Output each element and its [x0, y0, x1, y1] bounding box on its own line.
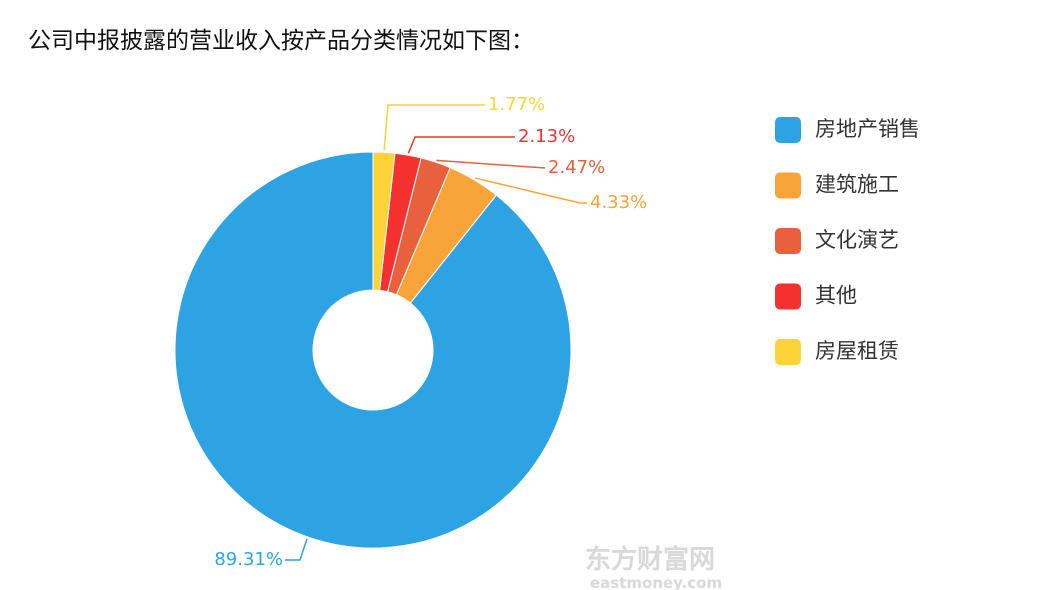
chart-title: 公司中报披露的营业收入按产品分类情况如下图： — [28, 28, 534, 54]
leader-line — [436, 159, 546, 169]
leader-line — [383, 104, 485, 151]
legend-swatch — [775, 228, 801, 254]
data-label: 89.31% — [214, 549, 283, 570]
donut-slice — [372, 151, 396, 291]
data-label: 1.77% — [488, 94, 545, 115]
watermark-sub: eastmoney.com — [590, 574, 722, 590]
legend-label: 房屋租赁 — [815, 339, 899, 363]
legend-label: 文化演艺 — [815, 228, 899, 252]
legend-label: 其他 — [815, 284, 857, 308]
leader-line — [407, 136, 515, 154]
data-label: 2.47% — [548, 157, 605, 178]
legend-swatch — [775, 339, 801, 365]
watermark: 东方财富网 — [585, 544, 715, 575]
legend-swatch — [775, 172, 801, 199]
data-label: 2.13% — [518, 126, 575, 147]
legend-label: 房地产销售 — [815, 117, 920, 141]
legend-swatch — [775, 283, 801, 310]
legend-swatch — [775, 117, 801, 143]
data-label: 4.33% — [590, 192, 647, 213]
leader-line — [285, 538, 308, 561]
leader-line — [475, 177, 587, 204]
donut-slice — [174, 151, 572, 549]
legend-label: 建筑施工 — [815, 173, 899, 197]
